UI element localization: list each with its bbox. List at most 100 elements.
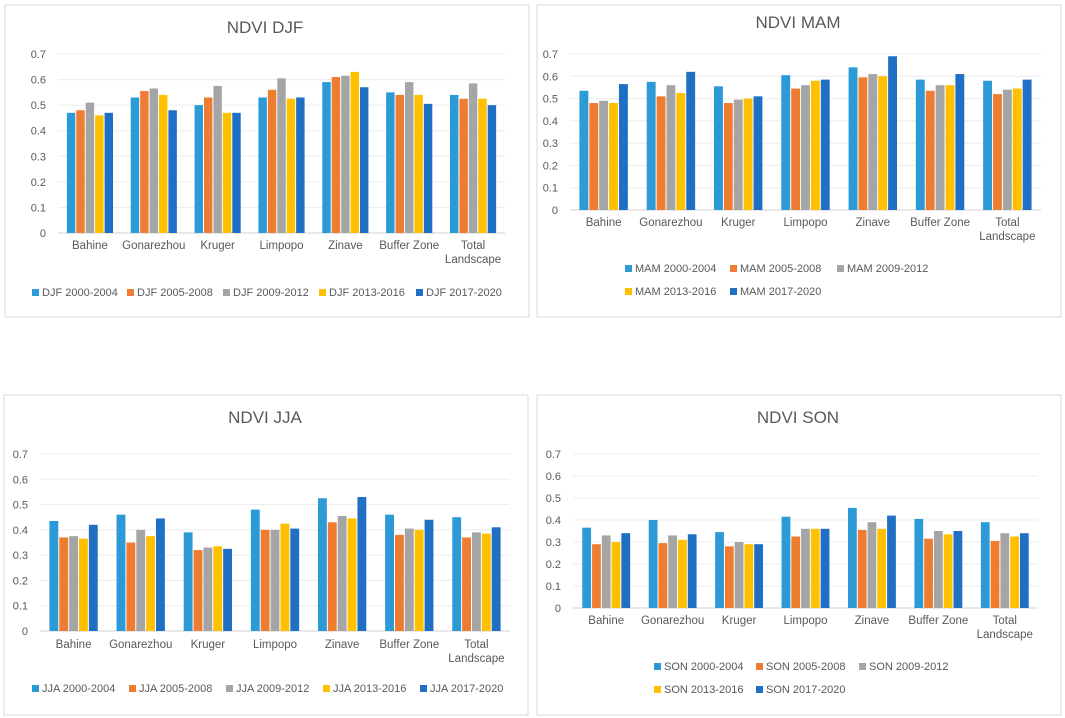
- bar: [943, 534, 953, 608]
- bar: [194, 105, 203, 233]
- bar: [267, 89, 277, 233]
- bar: [468, 83, 478, 234]
- y-tick-label: 0.6: [13, 474, 28, 486]
- bar: [582, 527, 592, 608]
- bar: [385, 514, 394, 631]
- legend-swatch: [625, 265, 632, 272]
- bar: [394, 534, 404, 631]
- bar: [414, 94, 423, 234]
- bar: [222, 112, 232, 233]
- bar: [203, 97, 213, 233]
- bar: [159, 94, 168, 234]
- bar: [801, 528, 810, 608]
- category-label: Kruger: [721, 217, 756, 229]
- legend-label: DJF 2005-2008: [137, 287, 213, 299]
- bar: [754, 544, 763, 608]
- bar: [404, 528, 414, 631]
- y-tick-label: 0.6: [31, 75, 46, 87]
- bar: [781, 75, 791, 211]
- bar: [423, 103, 433, 233]
- bar: [658, 543, 668, 608]
- legend-label: JJA 2009-2012: [236, 683, 309, 695]
- y-tick-label: 0.1: [13, 601, 28, 613]
- y-tick-label: 0.1: [543, 183, 558, 195]
- bar: [791, 536, 801, 608]
- category-label: Bahine: [588, 615, 624, 627]
- bar: [1000, 533, 1010, 608]
- legend-swatch: [756, 686, 763, 693]
- legend-label: JJA 2017-2020: [430, 683, 503, 695]
- bar: [395, 94, 404, 234]
- legend-swatch: [730, 265, 737, 272]
- bar: [223, 548, 233, 631]
- category-label: Kruger: [200, 240, 235, 252]
- bar: [868, 74, 878, 210]
- category-label: Gonarezhou: [109, 639, 172, 651]
- y-tick-label: 0.3: [31, 151, 46, 163]
- bar: [878, 76, 888, 211]
- y-tick-label: 0.6: [546, 471, 561, 483]
- legend-label: MAM 2017-2020: [740, 286, 821, 298]
- bar: [1019, 533, 1029, 608]
- bar: [183, 532, 193, 631]
- category-label: Limpopo: [259, 240, 303, 252]
- y-tick-label: 0.7: [546, 449, 561, 461]
- legend-swatch: [420, 685, 427, 692]
- y-tick-label: 0.2: [543, 160, 558, 172]
- legend-swatch: [625, 288, 632, 295]
- bar: [232, 112, 241, 233]
- bar: [286, 98, 296, 233]
- bar: [491, 527, 501, 631]
- bar: [270, 529, 280, 631]
- bar: [621, 533, 631, 608]
- bar: [953, 531, 963, 608]
- bar: [203, 547, 213, 631]
- category-label: Total Landscape: [979, 217, 1035, 243]
- category-label: Zinave: [328, 240, 363, 252]
- bar: [290, 528, 300, 631]
- bar: [88, 524, 98, 631]
- bar: [609, 103, 618, 210]
- bar: [935, 85, 945, 210]
- legend-swatch: [319, 289, 326, 296]
- legend-swatch: [223, 289, 230, 296]
- legend-label: SON 2005-2008: [766, 661, 846, 673]
- bar: [1010, 536, 1019, 608]
- chart-jja: NDVI JJA 0 0.1 0.2 0.3 0.4 0.5 0.6 0.7 Bahine Gona…: [3, 394, 529, 716]
- bar: [791, 88, 801, 210]
- legend-swatch: [654, 663, 661, 670]
- category-label: Buffer Zone: [908, 615, 968, 627]
- y-tick-label: 0.3: [546, 537, 561, 549]
- category-label: Limpopo: [783, 615, 827, 627]
- bar: [357, 496, 367, 631]
- bar: [317, 498, 327, 631]
- chart-title: NDVI JJA: [228, 408, 302, 427]
- bar: [744, 544, 754, 608]
- bar: [848, 507, 857, 608]
- bar: [296, 97, 305, 233]
- bar: [955, 74, 965, 210]
- category-label: Buffer Zone: [379, 639, 439, 651]
- bar: [858, 77, 868, 211]
- y-tick-label: 0.4: [13, 525, 28, 537]
- legend-swatch: [859, 663, 866, 670]
- bar: [646, 81, 656, 210]
- bar: [715, 532, 724, 608]
- bar: [687, 534, 697, 608]
- y-tick-label: 0.1: [31, 202, 46, 214]
- bar: [924, 538, 933, 608]
- y-tick-label: 0: [552, 205, 558, 217]
- category-label: Gonarezhou: [639, 217, 702, 229]
- bar: [156, 518, 165, 631]
- bar: [452, 517, 462, 631]
- bar: [592, 544, 601, 608]
- bar: [733, 99, 743, 210]
- bar: [331, 77, 341, 233]
- bar: [130, 97, 140, 233]
- category-label: Total Landscape: [977, 615, 1033, 641]
- y-tick-label: 0.7: [31, 49, 46, 61]
- y-tick-label: 0.3: [543, 138, 558, 150]
- bar: [601, 535, 611, 608]
- bar: [1012, 88, 1022, 210]
- bar: [589, 103, 599, 210]
